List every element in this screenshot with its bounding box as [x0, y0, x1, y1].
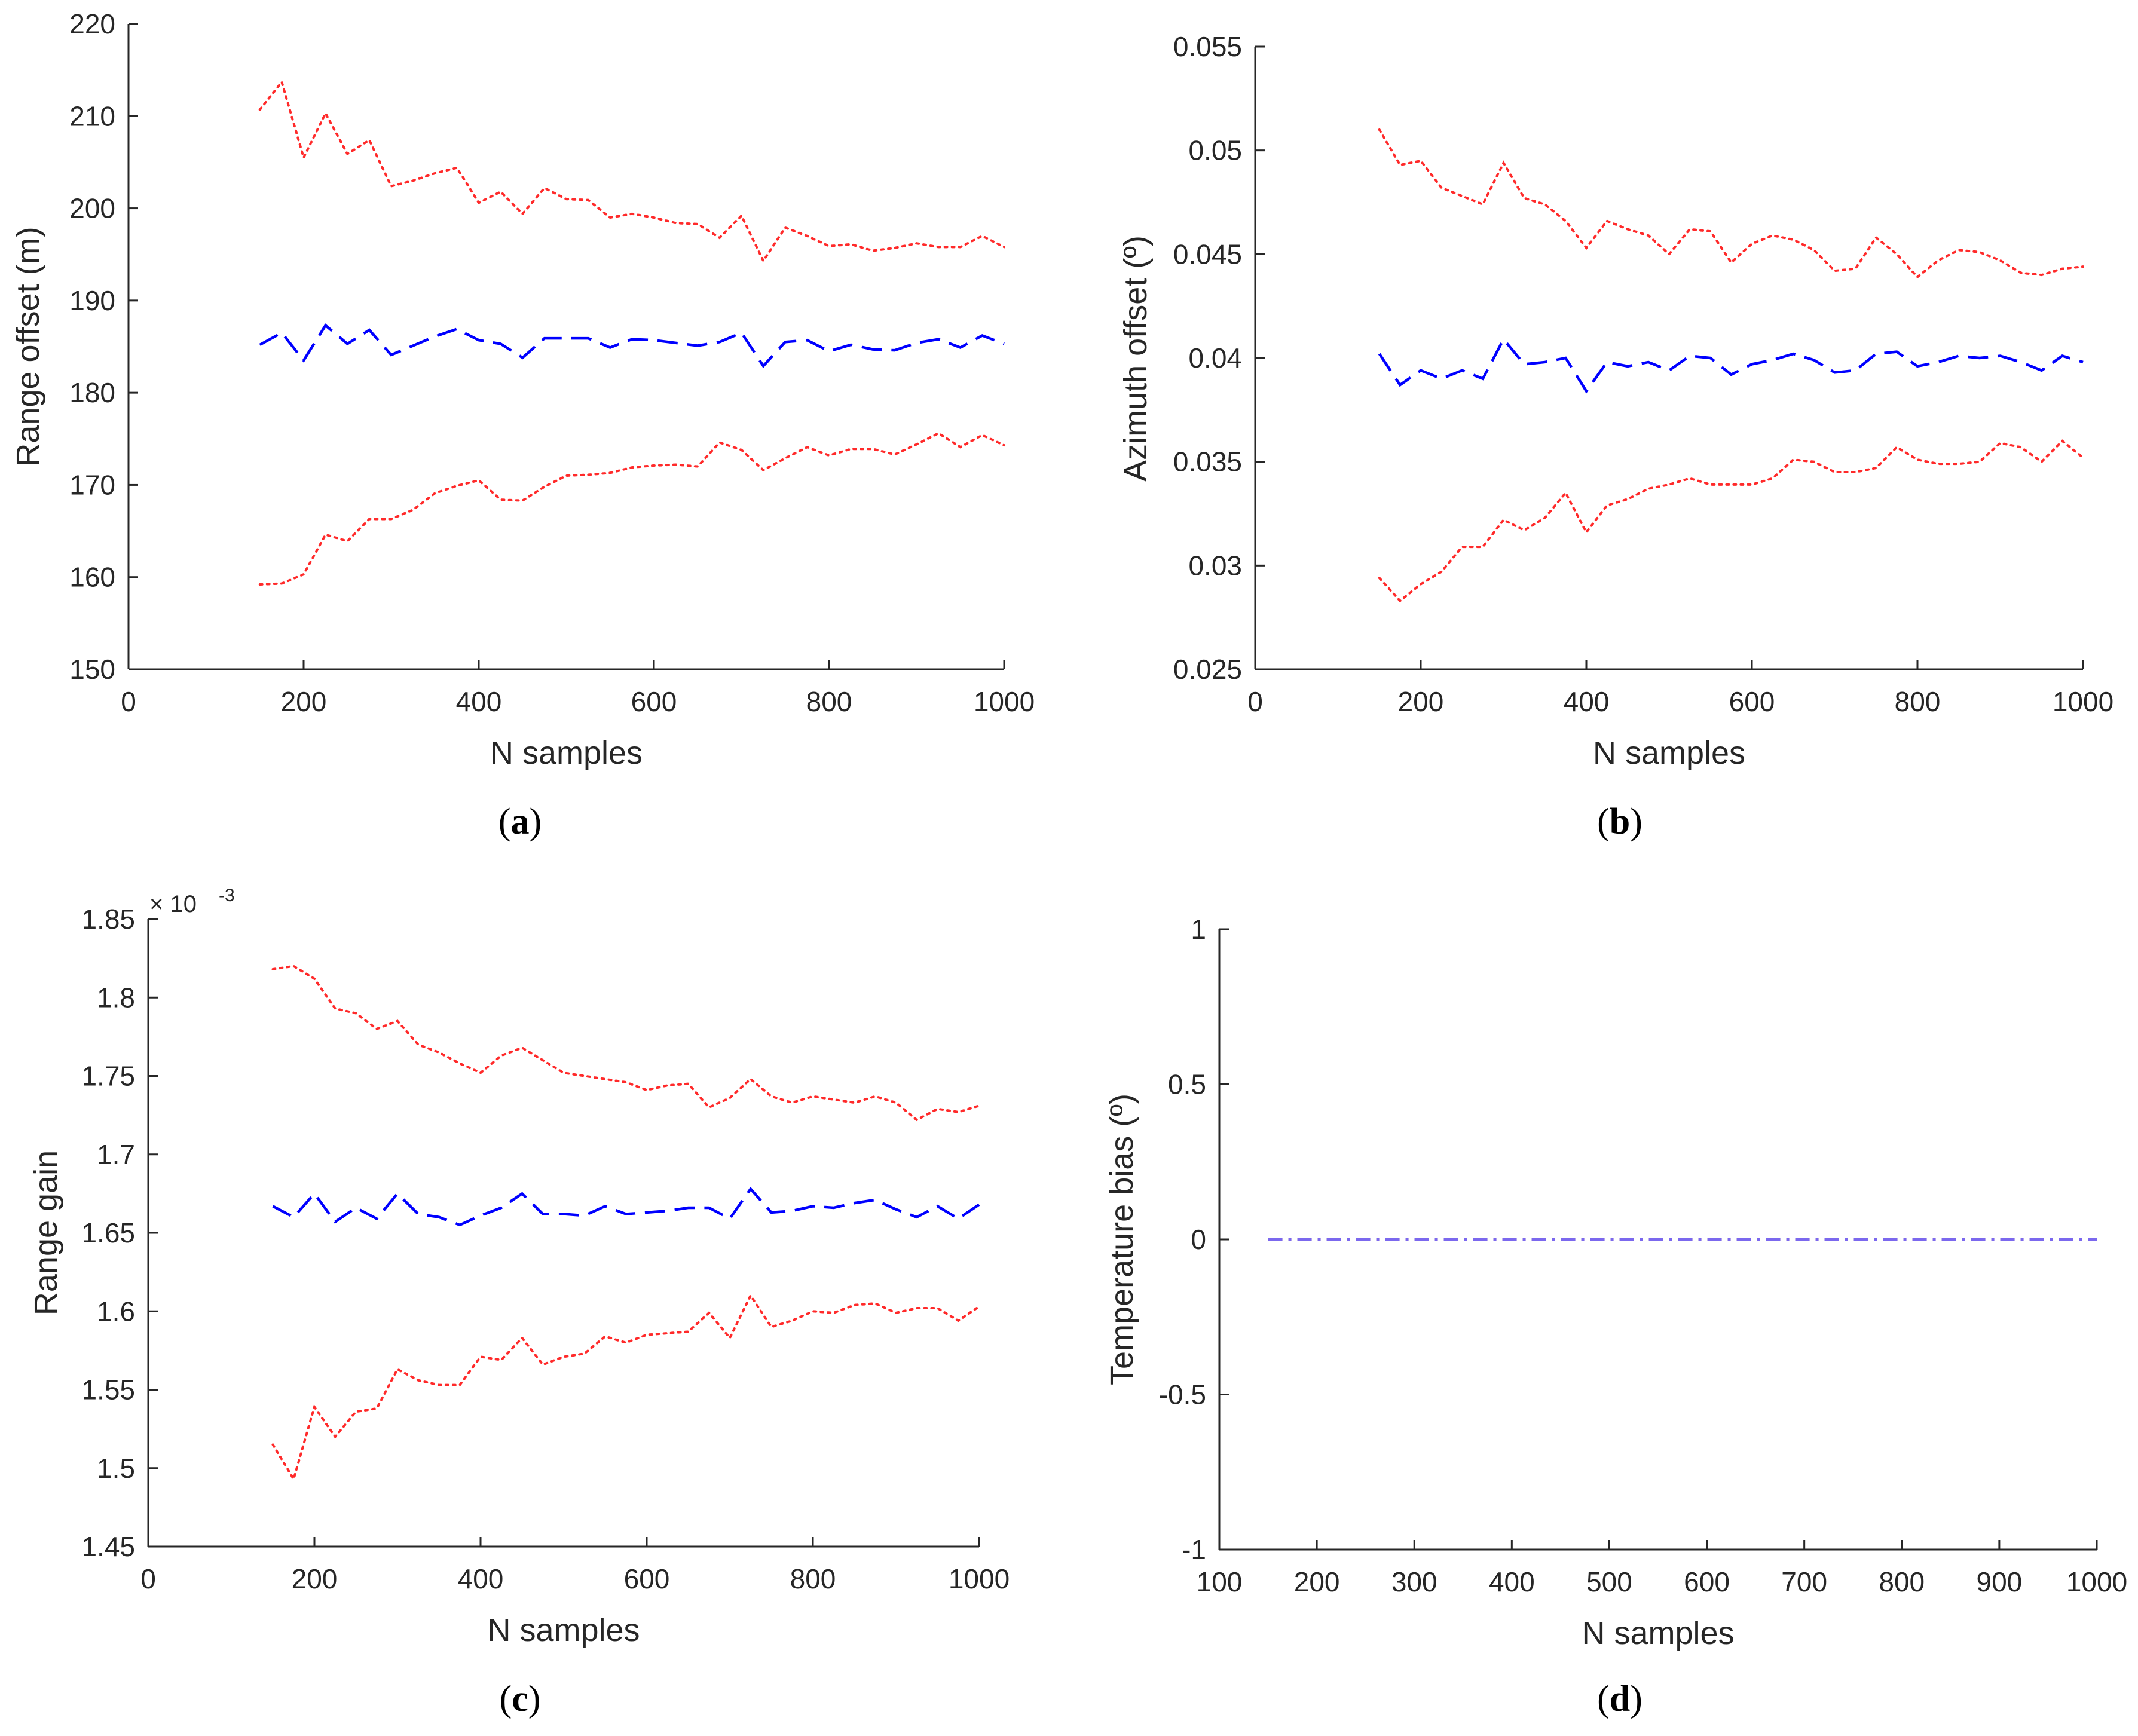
chart-panel-a: 0 200 400 600 800 1000 150 160 170 180 190 200 210 22… — [10, 8, 1035, 771]
y-tick-label-c: 1.45 — [81, 1531, 135, 1562]
series-line-b-upper-bound — [1378, 128, 2084, 279]
y-axis-label-c: Range gain — [28, 1150, 64, 1315]
x-tick-label-c: 200 — [292, 1563, 338, 1594]
y-tick-label-c: 1.8 — [97, 982, 135, 1013]
x-axis-label-c: N samples — [487, 1612, 640, 1648]
y-axis-label-a: Range offset (m) — [10, 226, 46, 466]
y-tick-label-d: 0.5 — [1168, 1069, 1206, 1100]
x-tick-label-b: 0 — [1247, 686, 1263, 717]
x-tick-label-d: 500 — [1586, 1566, 1632, 1597]
y-tick-label-c: 1.65 — [81, 1217, 135, 1248]
caption-d: (d) — [1597, 1679, 1643, 1719]
caption-b-letter: b — [1609, 801, 1631, 842]
y-tick-label-a: 210 — [69, 100, 115, 131]
chart-panel-b: 0 200 400 600 800 1000 0.025 0.03 0.035 0.04 0.045… — [1118, 31, 2113, 771]
y-tick-label-b: 0.035 — [1173, 446, 1242, 477]
series-line-b-lower-bound — [1378, 439, 2084, 603]
x-tick-label-d: 800 — [1879, 1566, 1925, 1597]
y-tick-label-d: -1 — [1182, 1534, 1206, 1565]
y-axis-label-d: Temperature bias (º) — [1104, 1094, 1140, 1385]
caption-c-letter: c — [512, 1679, 528, 1719]
series-line-c-lower-bound — [271, 1293, 980, 1483]
y-tick-label-a: 220 — [69, 8, 115, 39]
y-tick-label-c: 1.85 — [81, 904, 135, 935]
y-tick-label-c: 1.6 — [97, 1296, 135, 1327]
x-tick-label-a: 400 — [456, 686, 502, 717]
y-tick-label-a: 150 — [69, 654, 115, 685]
x-tick-label-b: 400 — [1564, 686, 1610, 717]
y-tick-label-b: 0.03 — [1188, 550, 1242, 581]
x-tick-label-a: 1000 — [974, 686, 1035, 717]
series-line-c-mean — [272, 1186, 980, 1227]
series-line-c-upper-bound — [271, 965, 980, 1122]
y-tick-label-b: 0.045 — [1173, 238, 1242, 270]
x-tick-label-b: 200 — [1398, 686, 1444, 717]
x-tick-label-a: 800 — [806, 686, 852, 717]
x-tick-label-a: 200 — [281, 686, 327, 717]
x-tick-label-d: 700 — [1781, 1566, 1827, 1597]
x-tick-label-d: 1000 — [2066, 1566, 2127, 1597]
y-tick-label-a: 200 — [69, 193, 115, 224]
y-tick-label-c: 1.7 — [97, 1139, 135, 1170]
caption-c: (c) — [499, 1679, 541, 1719]
x-tick-label-c: 1000 — [949, 1563, 1010, 1594]
x-tick-label-d: 100 — [1197, 1566, 1243, 1597]
y-axis-exponent-power-c: -3 — [219, 886, 235, 905]
x-tick-label-d: 900 — [1977, 1566, 2023, 1597]
x-tick-label-c: 600 — [624, 1563, 670, 1594]
y-axis-label-b: Azimuth offset (º) — [1118, 235, 1154, 482]
x-tick-label-a: 0 — [121, 686, 136, 717]
y-tick-label-d: 0 — [1191, 1224, 1206, 1255]
x-tick-label-b: 800 — [1895, 686, 1941, 717]
y-tick-label-c: 1.5 — [97, 1453, 135, 1484]
y-tick-label-c: 1.55 — [81, 1374, 135, 1406]
y-tick-label-b: 0.025 — [1173, 654, 1242, 685]
y-tick-label-b: 0.04 — [1188, 342, 1242, 373]
x-tick-label-d: 200 — [1294, 1566, 1340, 1597]
series-line-a-upper-bound — [258, 79, 1005, 264]
y-tick-label-d: -0.5 — [1159, 1379, 1206, 1410]
series-line-b-mean — [1378, 336, 2084, 394]
series-line-a-mean — [259, 323, 1005, 369]
caption-d-letter: d — [1609, 1679, 1631, 1719]
chart-panel-d: 100 200 300 400 500 600 700 800 900 1000 -1 -0.5 0 0.… — [1104, 914, 2127, 1651]
x-axis-label-a: N samples — [490, 735, 643, 771]
x-axis-label-b: N samples — [1593, 735, 1745, 771]
series-line-a-lower-bound — [258, 431, 1005, 586]
y-axis-exponent-c: × 10 — [149, 891, 197, 917]
y-tick-label-a: 170 — [69, 469, 115, 500]
x-axis-label-d: N samples — [1582, 1615, 1734, 1651]
caption-a-letter: a — [510, 801, 530, 842]
caption-a: (a) — [498, 801, 542, 842]
x-tick-label-c: 400 — [458, 1563, 504, 1594]
x-tick-label-b: 1000 — [2053, 686, 2113, 717]
x-tick-label-d: 600 — [1684, 1566, 1730, 1597]
x-tick-label-c: 800 — [790, 1563, 836, 1594]
y-tick-label-a: 180 — [69, 377, 115, 408]
x-tick-label-b: 600 — [1729, 686, 1775, 717]
y-tick-label-a: 160 — [69, 562, 115, 593]
y-tick-label-a: 190 — [69, 285, 115, 316]
x-tick-label-d: 400 — [1489, 1566, 1535, 1597]
y-tick-label-b: 0.055 — [1173, 31, 1242, 62]
caption-b: (b) — [1597, 801, 1643, 842]
x-tick-label-a: 600 — [631, 686, 677, 717]
x-tick-label-d: 300 — [1391, 1566, 1437, 1597]
chart-panel-c: 0 200 400 600 800 1000 1.45 1.5 1.55 1.6 1.65 1.7 1.… — [28, 886, 1010, 1648]
x-tick-label-c: 0 — [140, 1563, 156, 1594]
y-tick-label-b: 0.05 — [1188, 135, 1242, 166]
y-tick-label-c: 1.75 — [81, 1061, 135, 1092]
y-tick-label-d: 1 — [1191, 914, 1206, 945]
